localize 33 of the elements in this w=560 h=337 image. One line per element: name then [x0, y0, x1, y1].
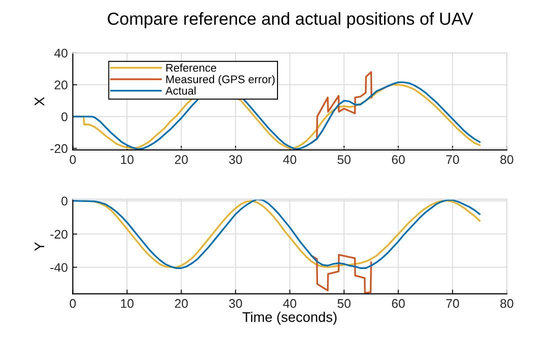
x-tick-label: 50: [338, 299, 351, 308]
x-tick-label: 60: [392, 155, 405, 164]
legend-label: Actual: [165, 86, 196, 95]
y-tick-label: -40: [50, 263, 68, 272]
y-tick-label: -20: [50, 230, 68, 239]
y-tick-label: -20: [50, 144, 68, 154]
y-axis-title: X: [34, 97, 44, 106]
x-tick-label: 10: [121, 299, 134, 308]
x-axis-title: Time (seconds): [242, 312, 337, 325]
y-tick-label: 0: [61, 112, 68, 122]
x-tick-label: 10: [121, 155, 134, 164]
x-tick-label: 20: [174, 155, 188, 164]
x-tick-label: 80: [500, 155, 514, 164]
x-tick-label: 40: [283, 299, 296, 308]
x-tick-label: 60: [392, 299, 405, 308]
y-tick-label: 20: [54, 80, 68, 90]
line-series: [310, 254, 372, 294]
y-axis-title: Y: [34, 242, 44, 251]
x-tick-label: 30: [229, 299, 242, 308]
legend-label: Reference: [166, 64, 216, 72]
x-tick-label: 30: [229, 155, 242, 164]
x-tick-label: 20: [174, 299, 188, 308]
x-tick-label: 70: [446, 299, 460, 308]
x-tick-label: 40: [283, 155, 296, 164]
x-tick-label: 50: [338, 155, 351, 164]
chart-title: Compare reference and actual positions of UAV: [108, 12, 474, 28]
y-tick-label: 40: [54, 48, 68, 58]
x-tick-label: 0: [70, 299, 76, 308]
x-tick-label: 70: [446, 155, 460, 164]
x-tick-label: 0: [70, 155, 76, 164]
x-tick-label: 80: [500, 299, 514, 308]
legend-label: Measured (GPS error): [166, 75, 275, 86]
y-tick-label: 0: [61, 196, 68, 206]
